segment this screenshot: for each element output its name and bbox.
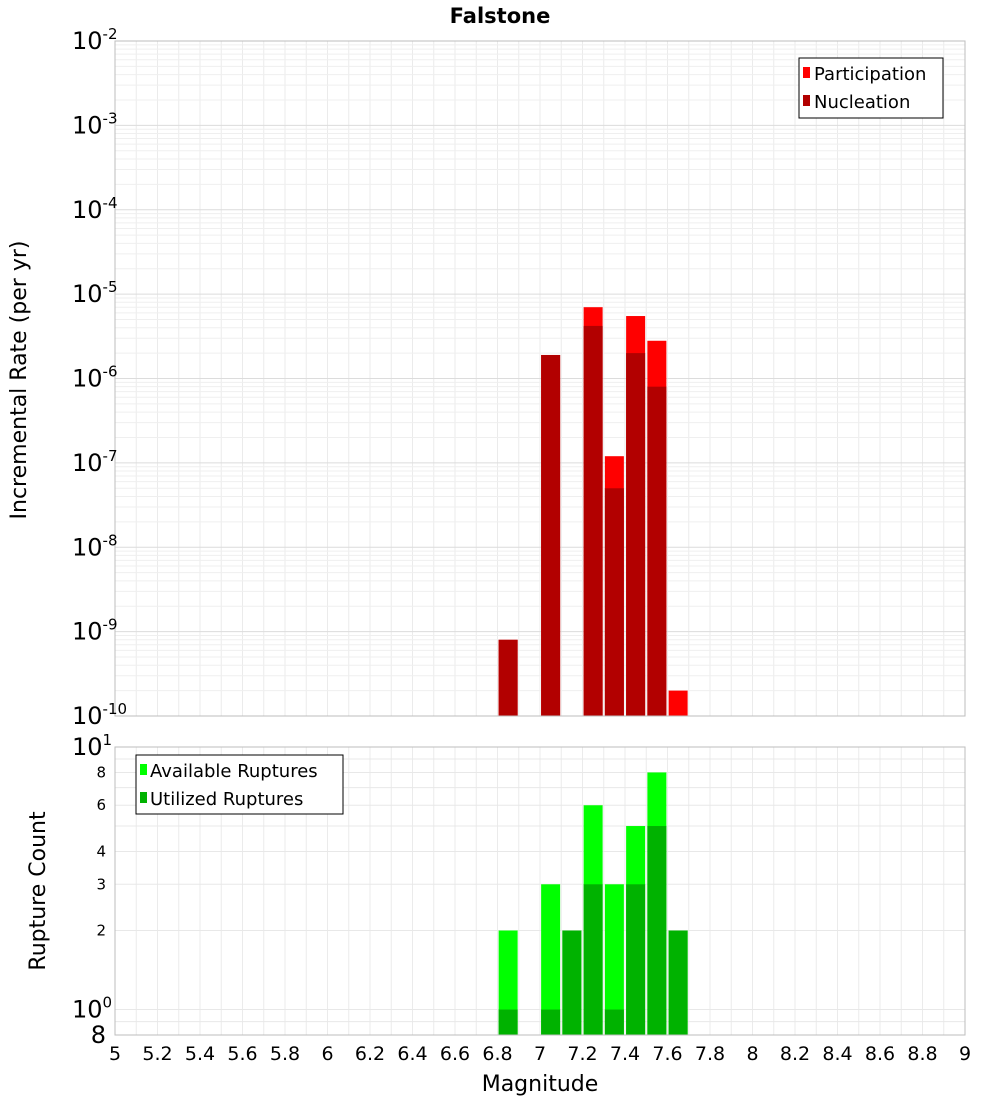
x-tick-label: 7.6: [652, 1043, 682, 1065]
top-bar-nucleation: [626, 353, 646, 716]
top-bar-nucleation: [647, 386, 667, 716]
top-y-tick-label: 10-8: [72, 531, 118, 561]
bottom-bar-utilized-ruptures: [668, 930, 688, 1035]
top-legend-box: [798, 57, 944, 119]
bottom-bar-utilized-ruptures: [541, 1009, 561, 1035]
x-tick-label: 7.2: [567, 1043, 597, 1065]
bottom-y-tick-label: 8: [96, 763, 106, 781]
x-tick-label: 5.2: [142, 1043, 172, 1065]
top-y-tick-label: 10-9: [72, 616, 118, 646]
bottom-y-axis-label: Rupture Count: [26, 811, 51, 971]
top-bar-nucleation: [498, 639, 518, 716]
top-y-tick-label: 10-2: [72, 25, 118, 55]
top-y-tick-label: 10-6: [72, 363, 118, 393]
legend-label-utilized-ruptures: Utilized Ruptures: [150, 789, 303, 810]
top-y-tick-label: 10-5: [72, 278, 118, 308]
bottom-bar-utilized-ruptures: [562, 930, 582, 1035]
x-tick-label: 5.4: [185, 1043, 215, 1065]
top-y-tick-label: 10-7: [72, 447, 118, 477]
x-tick-label: 7: [534, 1043, 546, 1065]
bottom-bar-utilized-ruptures: [626, 884, 646, 1035]
top-bar-nucleation: [604, 488, 624, 716]
x-tick-label: 6: [321, 1043, 333, 1065]
x-tick-label: 6.2: [355, 1043, 385, 1065]
x-tick-label: 9: [959, 1043, 971, 1065]
bottom-y-tick-label-major: 101: [72, 731, 112, 761]
top-y-tick-label: 10-3: [72, 109, 118, 139]
top-plot-border: [114, 40, 966, 717]
top-bars: [498, 307, 688, 716]
bottom-bar-available-ruptures: [604, 884, 624, 1035]
bottom-bar-utilized-ruptures: [647, 826, 667, 1035]
legend-label-nucleation: Nucleation: [814, 92, 910, 113]
x-tick-label: 5: [109, 1043, 121, 1065]
bottom-y-tick-label: 2: [96, 922, 106, 940]
top-y-tick-label: 10-4: [72, 194, 118, 224]
bottom-bars: [498, 772, 688, 1035]
x-tick-label: 5.6: [227, 1043, 257, 1065]
bottom-bar-available-ruptures: [541, 884, 561, 1035]
top-bar-participation: [668, 690, 688, 716]
top-bar-nucleation: [583, 325, 603, 716]
legend-swatch-available-ruptures: [140, 764, 147, 775]
bottom-y-tick-label-min: 8: [91, 1021, 106, 1049]
x-tick-label: 8.6: [865, 1043, 895, 1065]
x-tick-label: 6.4: [397, 1043, 427, 1065]
top-bar-nucleation: [541, 354, 561, 716]
bottom-y-tick-label-major: 100: [72, 994, 112, 1024]
bottom-bar-utilized-ruptures: [583, 884, 603, 1035]
x-axis-label: Magnitude: [482, 1072, 599, 1097]
bottom-bar-utilized-ruptures: [498, 1009, 518, 1035]
top-legend: Participation Nucleation: [798, 57, 944, 119]
bottom-plot-border: [114, 746, 966, 1036]
top-plot: 10-10 10-9 10-8 10-7 10-6 10-5 10-4 10-3 10-2 In…: [7, 25, 966, 730]
bottom-y-tick-label: 4: [96, 842, 106, 860]
x-tick-label: 8.2: [780, 1043, 810, 1065]
x-tick-label: 6.6: [440, 1043, 470, 1065]
bottom-legend-box: [135, 754, 344, 815]
x-tick-label: 8: [746, 1043, 758, 1065]
top-y-axis-label: Incremental Rate (per yr): [7, 241, 32, 520]
x-tick-label: 5.8: [270, 1043, 300, 1065]
x-tick-label: 8.8: [907, 1043, 937, 1065]
legend-swatch-participation: [803, 67, 810, 78]
x-tick-label: 7.8: [695, 1043, 725, 1065]
legend-swatch-nucleation: [803, 95, 810, 106]
x-tick-label: 8.4: [822, 1043, 852, 1065]
top-y-ticks: 10-10 10-9 10-8 10-7 10-6 10-5 10-4 10-3 10-2: [72, 25, 127, 730]
bottom-legend: Available Ruptures Utilized Ruptures: [135, 754, 344, 815]
legend-label-available-ruptures: Available Ruptures: [150, 761, 318, 782]
x-ticks: 5 5.2 5.4 5.6 5.8 6 6.2 6.4 6.6 6.8 7 7.2 7.4 7.6 7.8 8…: [109, 1043, 971, 1065]
bottom-bar-utilized-ruptures: [604, 1009, 624, 1035]
chart-title: Falstone: [450, 4, 551, 28]
bottom-bar-available-ruptures: [498, 930, 518, 1035]
bottom-y-tick-label: 3: [96, 875, 106, 893]
bottom-y-tick-label: 6: [96, 796, 106, 814]
top-grid: [114, 41, 966, 717]
x-tick-label: 6.8: [482, 1043, 512, 1065]
top-y-tick-label: 10-10: [72, 700, 127, 730]
legend-swatch-utilized-ruptures: [140, 792, 147, 803]
x-tick-label: 7.4: [610, 1043, 640, 1065]
legend-label-participation: Participation: [814, 64, 926, 85]
